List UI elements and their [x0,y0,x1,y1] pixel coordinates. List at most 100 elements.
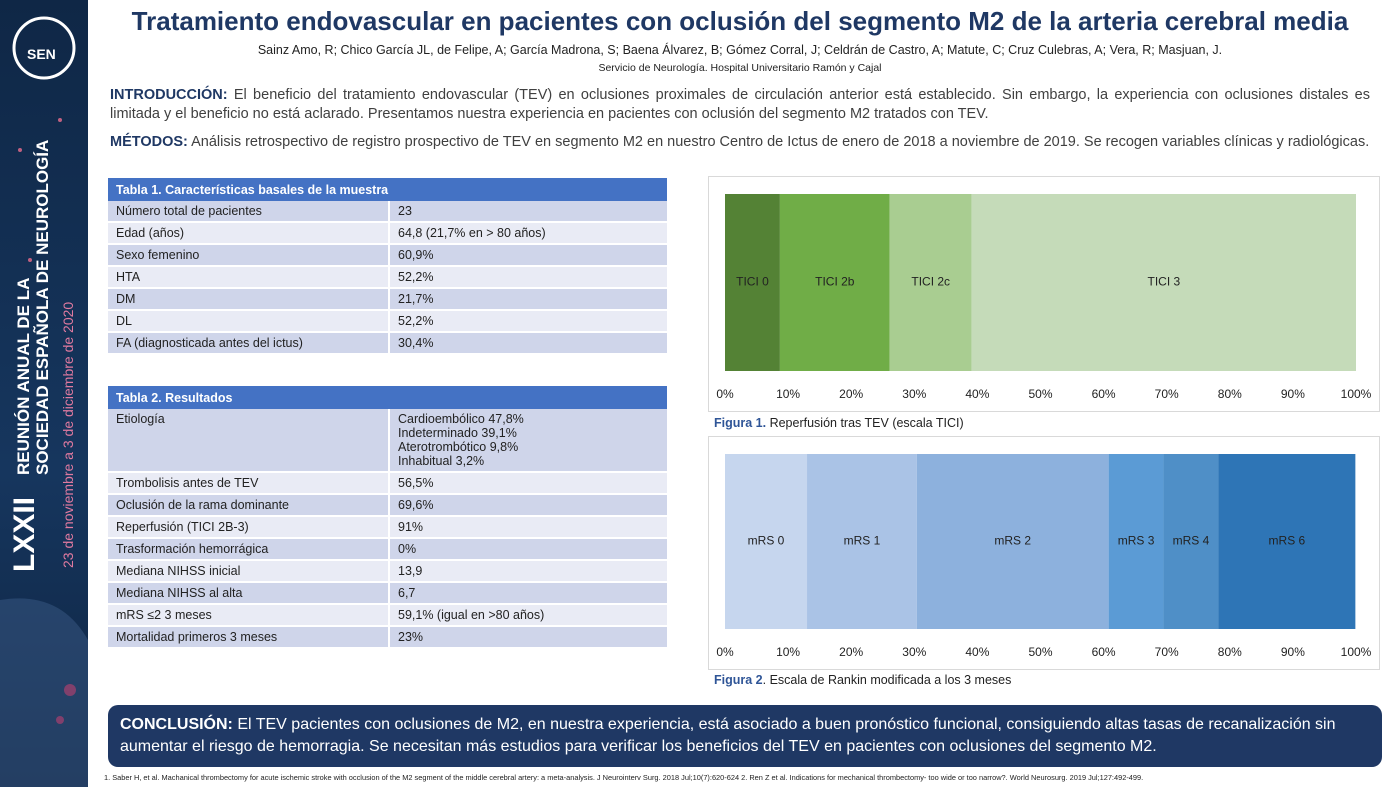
cell-line: 23% [398,630,424,644]
bar-segment [1218,454,1356,629]
x-tick-label: 80% [1218,645,1242,659]
caption: Figura 1. Reperfusión tras TEV (escala T… [714,416,964,430]
x-tick-label: 80% [1218,387,1242,401]
chart: 0% 10% 20% 30% 40% 50% 60% 70% 80% 90% 100% TICI 0 T… [716,194,1372,401]
x-tick-label: 100% [1341,645,1372,659]
cell: 23% [389,626,667,649]
cell: FA (diagnosticada antes del ictus) [108,332,390,355]
row: Trasformación hemorrágica 0% [108,538,667,561]
header-row: Tabla 2. Resultados [108,386,667,409]
table-title: Tabla 2. Resultados [108,386,667,409]
cell: Número total de pacientes [108,201,390,223]
cell-line: Cardioembólico 47,8% [398,412,524,426]
x-tick-label: 30% [902,645,926,659]
edition: LXXII [8,496,41,572]
caption-label: Figura 2 [714,673,763,687]
chart-box: 0% 10% 20% 30% 40% 50% 60% 70% 80% 90% 100% TICI 0 T… [708,176,1380,412]
references: 1. Saber H, et al. Machanical thrombecto… [104,773,1144,782]
x-tick-label: 50% [1028,387,1052,401]
cell-line: 52,2% [398,270,434,284]
bar-segment [1108,454,1164,629]
intro: INTRODUCCIÓN: El beneficio del tratamien… [110,86,1370,124]
logo: SEN [27,46,56,62]
row: DL 52,2% [108,310,667,333]
x-tick-label: 40% [965,645,989,659]
cell: 56,5% [389,472,667,495]
cell-line: 69,6% [398,498,434,512]
cell-line: 0% [398,542,417,556]
caption-text: Reperfusión tras TEV (escala TICI) [769,416,964,430]
cell-line: 6,7 [398,586,416,600]
cell-line: 23 [398,204,412,218]
cell-line: Indeterminado 39,1% [398,426,517,440]
table: Tabla 2. Resultados Etiología Cardioembóli… [108,386,667,649]
cell: Mediana NIHSS inicial [108,560,390,583]
cell-line: 52,2% [398,314,434,328]
x-tick-label: 90% [1281,645,1305,659]
cell: Mediana NIHSS al alta [108,582,390,605]
x-tick-label: 70% [1155,645,1179,659]
x-tick-label: 20% [839,387,863,401]
cell: 91% [389,516,667,539]
bar-segment [807,454,917,629]
segment-label: mRS 3 [1118,534,1155,548]
cell: 13,9 [389,560,667,583]
x-tick-label: 90% [1281,387,1305,401]
meeting-title: REUNIÓN ANUAL DE LA SOCIEDAD ESPAÑOLA DE … [14,140,52,475]
x-tick-label: 70% [1155,387,1179,401]
cell: Trasformación hemorrágica [108,538,390,561]
segment-label: mRS 2 [994,534,1031,548]
row: Edad (años) 64,8 (21,7% en > 80 años) [108,222,667,245]
cell: Edad (años) [108,222,390,245]
cell: DL [108,310,390,333]
cell: 0% [389,538,667,561]
title: Tratamiento endovascular en pacientes co… [131,6,1349,36]
row: Mediana NIHSS al alta 6,7 [108,582,667,605]
segment-label: mRS 4 [1173,534,1210,548]
x-tick-label: 10% [776,645,800,659]
row: Oclusión de la rama dominante 69,6% [108,494,667,517]
segment-label: TICI 0 [736,275,769,289]
x-tick-label: 100% [1341,387,1372,401]
cell: 23 [389,201,667,223]
x-tick-label: 0% [716,645,734,659]
header-row: Tabla 1. Características basales de la m… [108,178,667,201]
cell: Trombolisis antes de TEV [108,472,390,495]
cell-line: Aterotrombótico 9,8% [398,440,519,454]
text: El TEV pacientes con oclusiones de M2, e… [120,716,1336,755]
cell-line: 64,8 (21,7% en > 80 años) [398,226,546,240]
segment-label: TICI 3 [1148,275,1181,289]
caption: Figura 2. Escala de Rankin modificada a … [714,673,1011,687]
text: Análisis retrospectivo de registro prosp… [191,134,1370,150]
cell: Reperfusión (TICI 2B-3) [108,516,390,539]
methods: MÉTODOS: Análisis retrospectivo de regis… [110,133,1370,152]
cell-line: 56,5% [398,476,434,490]
row: DM 21,7% [108,288,667,311]
bar-segment [779,194,890,371]
sidebar: SEN LXXII REUNIÓN ANUAL DE LA SOCIEDAD ES… [0,0,88,787]
x-tick-label: 60% [1092,645,1116,659]
segment-label: mRS 1 [844,534,881,548]
row: Reperfusión (TICI 2B-3) 91% [108,516,667,539]
row: Número total de pacientes 23 [108,201,667,223]
cell-line: 91% [398,520,424,534]
text: El beneficio del tratamiento endovascula… [110,87,1370,122]
chart: 0% 10% 20% 30% 40% 50% 60% 70% 80% 90% 100% mRS 0 mR… [716,454,1372,659]
cell: HTA [108,266,390,289]
row: mRS ≤2 3 meses 59,1% (igual en >80 años) [108,604,667,627]
cell: mRS ≤2 3 meses [108,604,390,627]
cell-line: 21,7% [398,292,434,306]
data-table: Tabla 2. Resultados Etiología Cardioembóli… [108,386,667,649]
x-tick-label: 60% [1092,387,1116,401]
data-table: Tabla 1. Características basales de la m… [108,178,667,355]
conclusion: CONCLUSIÓN: El TEV pacientes con oclusio… [108,705,1382,767]
sidebar-decor [0,16,88,787]
cell-line: 59,1% (igual en >80 años) [398,608,545,622]
cell: Mortalidad primeros 3 meses [108,626,390,649]
row: HTA 52,2% [108,266,667,289]
cell: Sexo femenino [108,244,390,267]
row: Mediana NIHSS inicial 13,9 [108,560,667,583]
cell: 52,2% [389,266,667,289]
label: CONCLUSIÓN: [120,716,233,733]
